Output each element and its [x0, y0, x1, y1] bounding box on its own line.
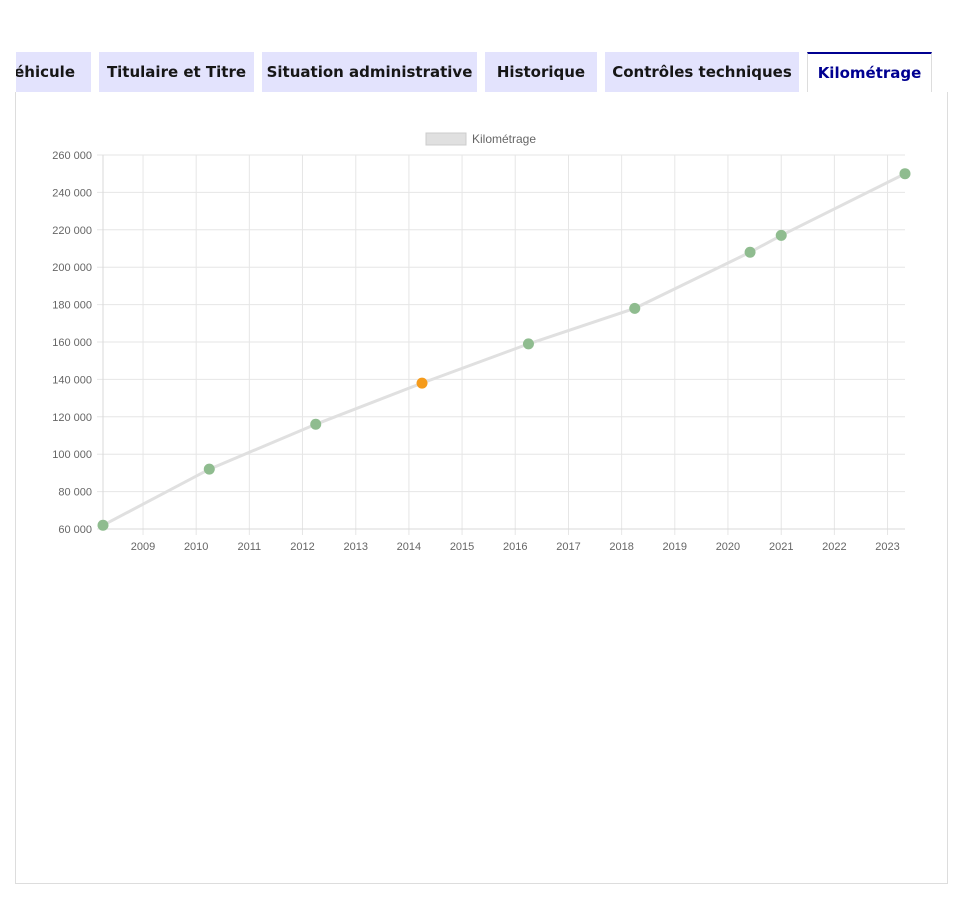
series-line [102, 172, 906, 527]
data-point[interactable] [775, 229, 787, 241]
x-tick-label: 2012 [290, 541, 314, 553]
tab-bar: Véhicule Titulaire et Titre Situation ad… [16, 52, 947, 96]
x-tick-label: 2010 [184, 541, 208, 553]
y-tick-label: 240 000 [52, 187, 92, 199]
x-tick-label: 2015 [450, 541, 474, 553]
x-tick-label: 2013 [344, 541, 368, 553]
tab-label: Situation administrative [266, 63, 473, 81]
y-tick-label: 120 000 [52, 412, 92, 424]
x-tick-label: 2016 [503, 541, 527, 553]
data-point[interactable] [97, 519, 109, 531]
tab-titulaire-et-titre[interactable]: Titulaire et Titre [99, 52, 254, 92]
x-axis-ticks: 2009 2010 2011 2012 2013 2014 2015 2016 2017 2018… [131, 541, 900, 553]
y-tick-label: 180 000 [52, 300, 92, 312]
y-axis-ticks: 260 000 240 000 220 000 200 000 180 000 160 0… [52, 150, 92, 536]
x-tick-label: 2018 [609, 541, 633, 553]
tab-label: Titulaire et Titre [106, 63, 247, 81]
x-tick-label: 2023 [875, 541, 899, 553]
y-tick-label: 140 000 [52, 374, 92, 386]
x-tick-label: 2019 [663, 541, 687, 553]
x-tick-label: 2022 [822, 541, 846, 553]
x-tick-label: 2009 [131, 541, 155, 553]
data-point[interactable] [744, 246, 756, 258]
data-point-highlighted[interactable] [416, 377, 428, 389]
tab-vehicule[interactable]: Véhicule [16, 52, 91, 92]
chart-grid [97, 154, 905, 535]
data-point[interactable] [522, 338, 534, 350]
y-tick-label: 80 000 [58, 487, 92, 499]
y-tick-label: 60 000 [58, 524, 92, 536]
legend-label: Kilométrage [472, 132, 536, 146]
x-tick-label: 2021 [769, 541, 793, 553]
tab-label: Contrôles techniques [612, 63, 792, 81]
tab-historique[interactable]: Historique [485, 52, 597, 92]
tab-kilometrage[interactable]: Kilométrage [807, 52, 932, 94]
data-point[interactable] [310, 418, 322, 430]
y-tick-label: 200 000 [52, 262, 92, 274]
legend-swatch [425, 132, 467, 146]
x-tick-label: 2017 [556, 541, 580, 553]
y-tick-label: 160 000 [52, 337, 92, 349]
x-tick-label: 2014 [397, 541, 421, 553]
chart-legend: Kilométrage [425, 132, 536, 146]
data-point[interactable] [899, 168, 911, 180]
y-tick-label: 260 000 [52, 150, 92, 162]
tab-label: Véhicule [16, 63, 75, 81]
tab-label: Kilométrage [817, 64, 922, 82]
tab-controles-techniques[interactable]: Contrôles techniques [605, 52, 799, 92]
x-tick-label: 2011 [238, 541, 262, 553]
y-tick-label: 220 000 [52, 225, 92, 237]
tab-situation-administrative[interactable]: Situation administrative [262, 52, 477, 92]
y-tick-label: 100 000 [52, 449, 92, 461]
tab-label: Historique [496, 63, 586, 81]
x-tick-label: 2020 [716, 541, 740, 553]
data-point[interactable] [203, 463, 215, 475]
data-point[interactable] [629, 302, 641, 314]
series-kilometrage [97, 168, 911, 531]
